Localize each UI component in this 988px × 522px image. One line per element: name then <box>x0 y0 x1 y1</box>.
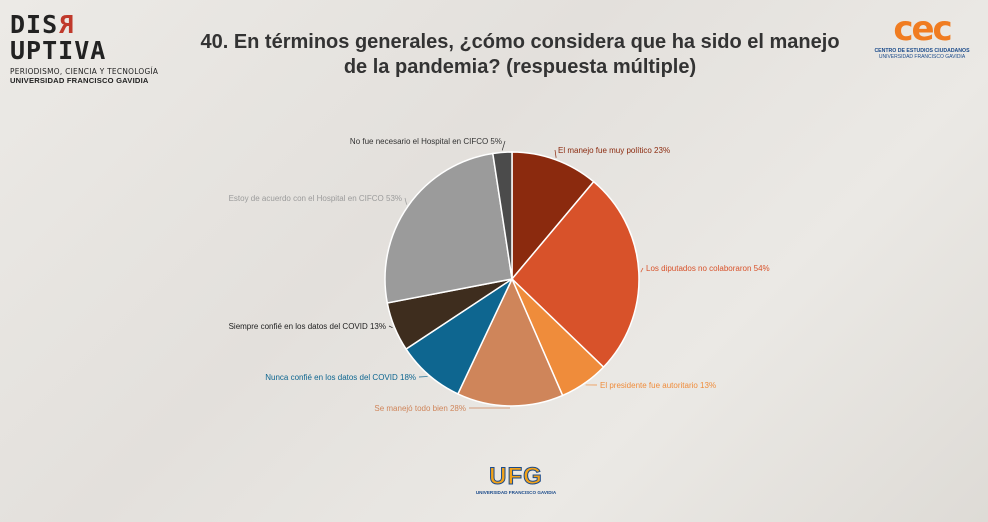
ufg-wordmark: UFG <box>489 463 543 490</box>
slice-label: No fue necesario el Hospital en CIFCO 5% <box>350 137 502 146</box>
disruptiva-wordmark: DISRUPTIVA <box>10 10 107 65</box>
slice-leader-line <box>501 140 506 151</box>
slice-label: El manejo fue muy político 23% <box>558 146 670 155</box>
pie-slice <box>511 151 595 282</box>
cec-university: UNIVERSIDAD FRANCISCO GAVIDIA <box>878 54 966 60</box>
ufg-logo: UFG UNIVERSIDAD FRANCISCO GAVIDIA <box>474 463 558 495</box>
slice-leader-line <box>554 149 557 158</box>
pie-slice <box>491 151 513 280</box>
slice-label: Los diputados no colaboraron 54% <box>646 264 770 273</box>
pie-slice <box>456 277 564 407</box>
slice-label: Nunca confié en los datos del COVID 18% <box>265 373 416 382</box>
slice-leader-line <box>640 267 644 273</box>
cec-wordmark: cec <box>893 9 952 49</box>
slice-label: Estoy de acuerdo con el Hospital en CIFC… <box>229 194 402 203</box>
ufg-university: UNIVERSIDAD FRANCISCO GAVIDIA <box>475 490 557 495</box>
slice-leader-line <box>388 325 393 329</box>
disruptiva-tagline: PERIODISMO, CIENCIA Y TECNOLOGÍA <box>10 66 159 76</box>
disruptiva-logo: DISRUPTIVA PERIODISMO, CIENCIA Y TECNOLO… <box>10 10 160 85</box>
pie-slice <box>384 152 513 304</box>
cec-name: CENTRO DE ESTUDIOS CIUDADANOS <box>874 48 970 54</box>
slice-label: El presidente fue autoritario 13% <box>600 381 716 390</box>
cec-logo: cec CENTRO DE ESTUDIOS CIUDADANOS UNIVER… <box>874 12 970 60</box>
slice-label: Se manejó todo bien 28% <box>374 404 466 413</box>
slice-leader-line <box>404 197 407 205</box>
slice-label: Siempre confié en los datos del COVID 13… <box>229 322 386 331</box>
pie-slice <box>510 180 640 369</box>
page-title: 40. En términos generales, ¿cómo conside… <box>200 31 840 78</box>
disruptiva-university: UNIVERSIDAD FRANCISCO GAVIDIA <box>10 76 149 85</box>
